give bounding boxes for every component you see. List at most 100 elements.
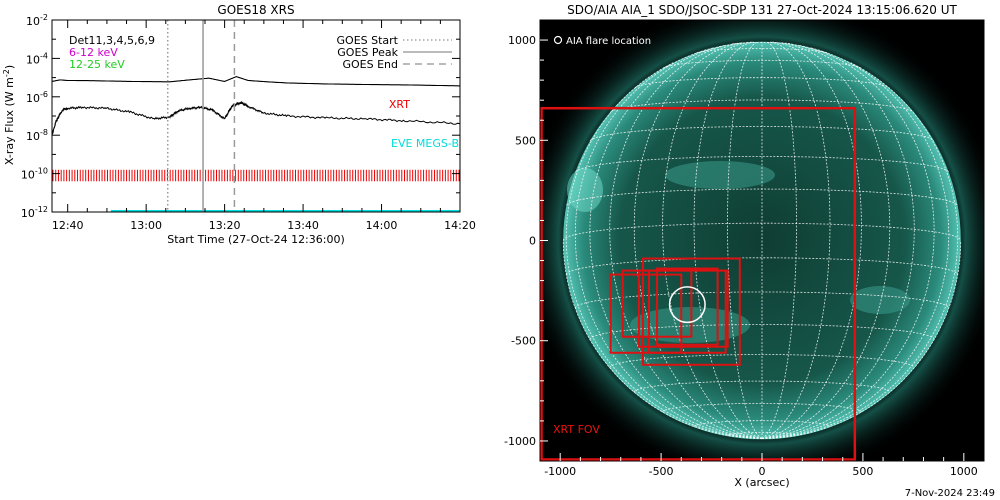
grid-line xyxy=(693,41,763,439)
goes-x-tick-label: 14:00 xyxy=(366,219,398,232)
active-region-south xyxy=(630,307,750,343)
grid-line xyxy=(633,42,763,439)
goes-x-tick-label: 12:40 xyxy=(52,219,84,232)
goes-ylabel-sup: -2 xyxy=(2,69,11,77)
grid-line xyxy=(761,42,915,439)
active-regions xyxy=(567,161,910,343)
goes-long-channel-line xyxy=(52,76,461,87)
grid-line xyxy=(562,222,962,241)
active-region-east xyxy=(567,168,603,212)
aia-x-axis: -1000 -500 0 500 1000 xyxy=(544,453,978,478)
xrt-pointing-boxes xyxy=(609,257,741,366)
goes-y-axis: 10-12 10-10 10-8 10-6 10-4 10-2 xyxy=(21,13,460,220)
grid-line xyxy=(574,291,950,309)
aia-y-axis: 1000 500 0 -500 -1000 xyxy=(504,34,548,448)
grid-line xyxy=(662,402,862,413)
grid-line xyxy=(693,420,831,427)
aia-legend-circle-icon xyxy=(553,35,563,45)
grid-line xyxy=(727,432,797,436)
grid-line xyxy=(732,42,792,45)
goes-x-tick-label: 13:40 xyxy=(287,219,319,232)
active-region-north xyxy=(665,161,775,189)
aia-y-tick-label: 1000 xyxy=(508,34,536,47)
goes-y-tick-label: 10-10 xyxy=(21,167,48,182)
grid-line xyxy=(609,354,915,368)
goes-marker-lines xyxy=(166,20,236,212)
grid-line xyxy=(633,380,891,393)
goes-x-tick-label: 13:00 xyxy=(130,219,162,232)
goes-legend-right: GOES Start GOES Peak GOES End xyxy=(337,34,452,71)
goes-series-group xyxy=(51,76,461,135)
grid-line xyxy=(761,42,891,439)
footer-date: 7-Nov-2024 23:49 xyxy=(905,488,995,499)
sun-disk xyxy=(563,41,961,440)
grid-line xyxy=(565,257,959,276)
xrt-fov-box xyxy=(540,106,857,461)
grid-line xyxy=(761,62,959,439)
legend-6-12-kev: 6-12 keV xyxy=(69,46,118,59)
grid-line xyxy=(566,188,958,206)
goes-y-tick-label: 10-12 xyxy=(21,205,48,220)
goes-chart-title: GOES18 XRS xyxy=(217,3,294,17)
goes-y-tick-label: 10-2 xyxy=(26,13,48,28)
goes-ylabel-main: X-ray Flux (W m xyxy=(3,77,16,165)
grid-line xyxy=(589,324,935,340)
legend-goes-end: GOES End xyxy=(342,58,398,71)
aia-legend-text: AIA flare location xyxy=(566,36,651,47)
xrt-pointing-box xyxy=(609,273,683,354)
goes-y-tick-label: 10-4 xyxy=(26,51,48,66)
goes-ylabel-close: ) xyxy=(3,65,16,69)
goes-x-axis: 12:40 13:00 13:20 13:40 14:00 14:20 xyxy=(52,20,476,232)
xrt-pointing-box xyxy=(621,269,693,338)
grid-line xyxy=(727,41,763,439)
flare-location-circle xyxy=(668,286,706,324)
heliographic-grid xyxy=(562,41,962,439)
grid-line xyxy=(565,62,763,439)
grid-line xyxy=(609,42,763,439)
aia-title: SDO/AIA AIA_1 SDO/JSOC-SDP 131 27-Oct-20… xyxy=(567,3,957,17)
grid-line xyxy=(761,240,962,439)
grid-line xyxy=(610,99,914,113)
grid-line xyxy=(562,240,763,439)
xrt-pointing-box xyxy=(647,269,727,354)
aia-legend: AIA flare location xyxy=(553,35,651,47)
svg-text:X-ray Flux (W m-2): X-ray Flux (W m-2) xyxy=(2,65,16,165)
aia-x-tick-label: 1000 xyxy=(950,465,978,478)
legend-12-25-kev: 12-25 keV xyxy=(69,58,125,71)
goes-x-tick-label: 13:20 xyxy=(209,219,241,232)
eve-label: EVE MEGS-B xyxy=(391,137,459,150)
grid-line xyxy=(589,44,763,439)
xrt-pointing-box xyxy=(637,269,729,348)
aia-y-tick-label: 0 xyxy=(529,235,536,248)
grid-line xyxy=(696,48,828,54)
legend-goes-start: GOES Start xyxy=(337,34,399,47)
grid-line xyxy=(662,41,763,439)
goes-x-tick-label: 14:20 xyxy=(444,219,476,232)
goes-xrt-ticks xyxy=(52,169,460,212)
grid-line xyxy=(634,77,890,88)
active-region-west xyxy=(850,286,910,314)
goes-y-tick-label: 10-6 xyxy=(26,90,48,105)
grid-line xyxy=(575,156,949,173)
grid-line xyxy=(761,41,797,439)
aia-image-background xyxy=(540,20,984,461)
aia-x-tick-label: 0 xyxy=(759,465,766,478)
aia-x-tick-label: -500 xyxy=(649,465,674,478)
aia-x-tick-label: 500 xyxy=(852,465,873,478)
legend-detectors: Det11,3,4,5,6,9 xyxy=(69,34,155,47)
xrt-pointing-box xyxy=(641,257,741,366)
grid-line xyxy=(589,126,935,141)
grid-line xyxy=(761,47,950,439)
goes-short-channel-line xyxy=(51,100,461,135)
goes-xlabel: Start Time (27-Oct-24 12:36:00) xyxy=(167,233,345,246)
grid-line xyxy=(761,44,935,439)
grid-line xyxy=(574,47,763,439)
grid-line xyxy=(663,59,861,68)
sun-corona xyxy=(540,20,984,461)
goes-xrs-chart: GOES18 XRS X-ray Flux (W m-2) 10-12 10-10… xyxy=(2,3,476,246)
aia-y-tick-label: -1000 xyxy=(504,435,536,448)
goes-ylabel: X-ray Flux (W m-2) xyxy=(2,65,16,165)
goes-y-tick-label: 10-8 xyxy=(26,128,48,143)
goes-legend-left: Det11,3,4,5,6,9 6-12 keV 12-25 keV xyxy=(69,34,155,71)
aia-xlabel: X (arcsec) xyxy=(734,476,789,489)
